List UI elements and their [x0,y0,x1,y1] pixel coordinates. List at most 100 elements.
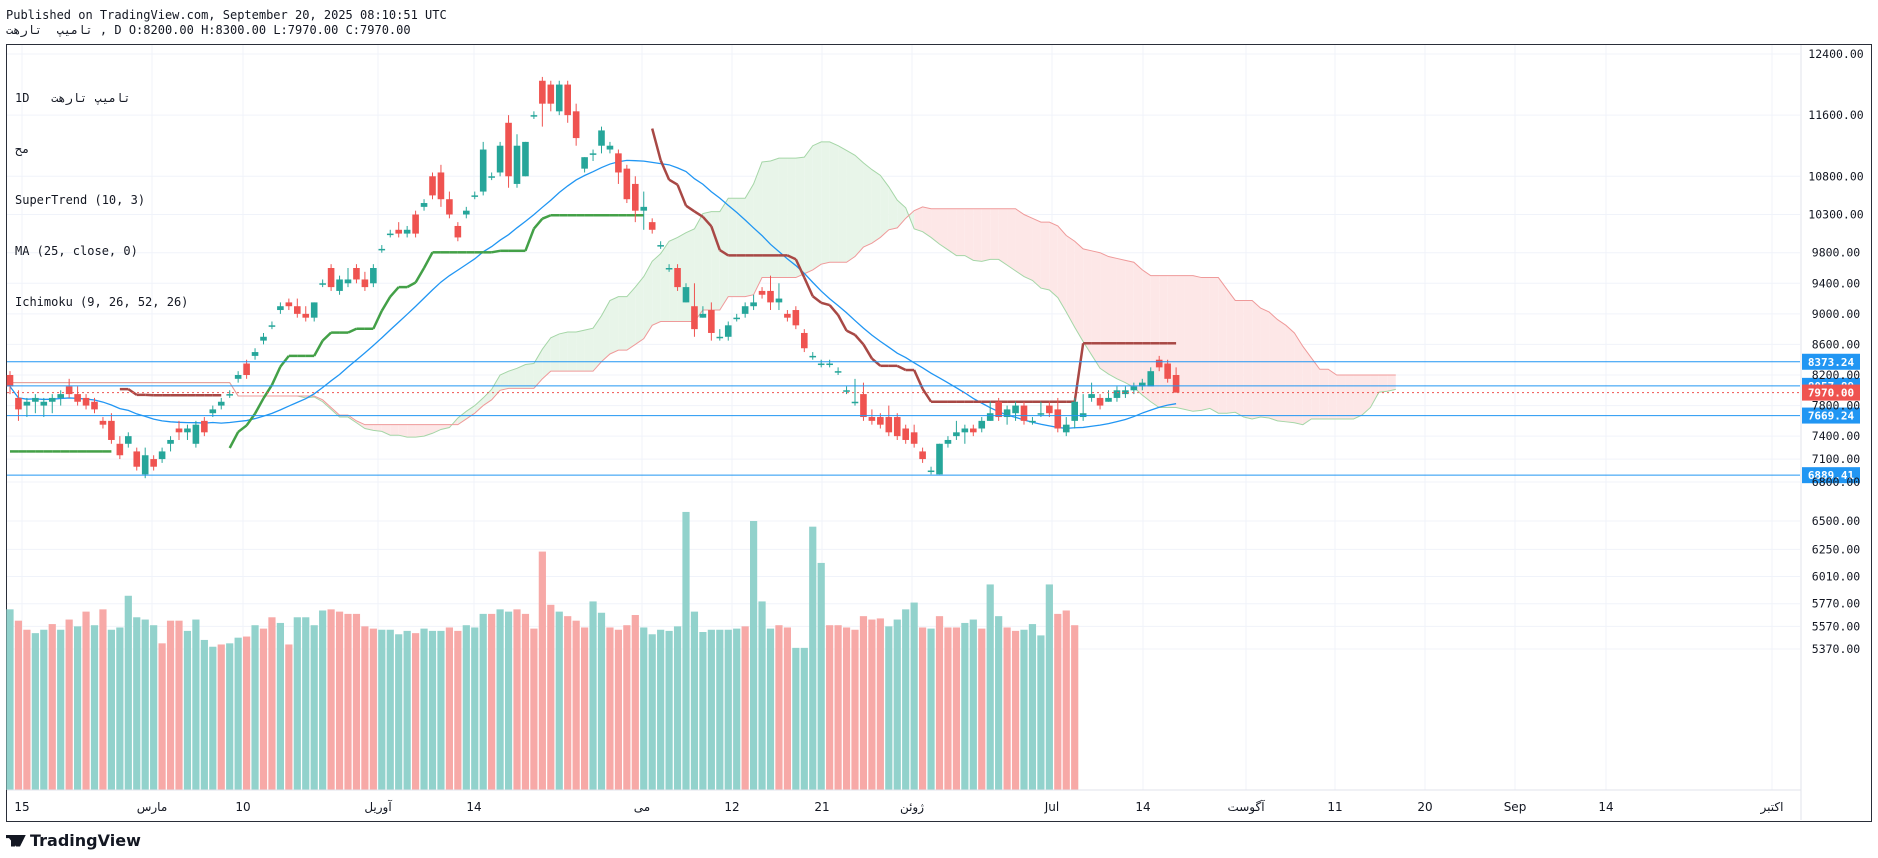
candle-body [167,439,174,444]
price-label-bg [1802,384,1860,401]
volume-bar [335,611,344,790]
y-tick-label: 12400.00 [1808,47,1863,61]
y-tick-label: 6250.00 [1812,542,1861,556]
candle-body [285,302,293,307]
ichimoku-cloud [10,141,1396,438]
candle-body [251,352,259,356]
volume-bar [1045,584,1053,790]
volume-bar [513,609,521,790]
cloud-segment [398,424,408,438]
volume-bar [57,629,65,790]
candle-body [226,394,233,396]
legend-ma[interactable]: MA (25, close, 0) [15,244,138,258]
candle-body [1003,409,1011,418]
candle-body [1088,394,1095,398]
legend-symbol[interactable]: 1D تامیپ تارهت [15,91,131,105]
cloud-segment [778,158,788,278]
volume-bar [800,647,808,790]
supertrend-down-segment [803,277,814,297]
candle-body [919,451,926,460]
volume-bar [1020,629,1028,790]
candle-body [463,210,470,215]
candle-body [826,363,833,366]
supertrend-up-segment [321,331,332,342]
supertrend-down-segment [659,159,671,181]
cloud-segment [1328,369,1337,419]
candle-body [99,420,107,425]
legend-supertrend[interactable]: SuperTrend (10, 3) [15,193,146,207]
candle-body [302,313,310,318]
candle-body [1105,397,1112,402]
volume-bar [530,628,538,790]
y-tick-label: 7800.00 [1812,399,1861,413]
price-label: 6889.41 [1808,469,1855,482]
candle-body [201,420,208,433]
cloud-segment [795,157,805,278]
supertrend-down-segment [921,388,933,403]
volume-bar [581,627,589,790]
x-tick-label: 10 [235,800,250,814]
x-tick-label: 21 [814,800,829,814]
volume-bar [319,610,327,790]
supertrend-up-segment [422,251,434,269]
cloud-segment [838,145,847,263]
cloud-segment [440,424,450,430]
candle-body [1054,409,1062,429]
cloud-segment [415,424,425,438]
candle-body [175,428,183,433]
candle-body [775,298,783,303]
supertrend-down-segment [854,334,865,346]
cloud-segment [1336,375,1346,419]
candle-body [353,268,360,280]
supertrend-up-segment [414,267,426,284]
candle-body [294,306,301,314]
candle-body [192,424,200,444]
y-tick-label: 5570.00 [1812,619,1861,633]
candle-body [733,317,740,320]
volume-bar [910,602,918,790]
cloud-segment [1032,218,1041,289]
candle-body [1012,405,1019,414]
cloud-segment [812,141,822,270]
candle-body [606,145,614,150]
cloud-segment [1243,300,1253,419]
candle-body [1122,390,1129,395]
candle-body [699,313,707,318]
chart-frame[interactable] [6,44,1872,822]
cloud-segment [914,206,923,232]
supertrend-down-segment [896,364,907,372]
volume-bar [23,629,31,790]
cloud-segment [745,183,754,297]
cloud-segment [1387,375,1396,392]
cloud-segment [457,411,467,425]
volume-bar [1011,630,1020,790]
supertrend-down-segment [685,204,696,213]
volume-bar [133,617,141,790]
cloud-segment [1370,375,1379,408]
candle-body [801,332,808,349]
candle-body [902,428,909,440]
legend-ichimoku[interactable]: Ichimoku (9, 26, 52, 26) [15,295,189,309]
volume-bar [682,511,690,790]
supertrend [10,128,1177,453]
volume-bar [606,627,614,790]
cloud-segment [804,145,813,274]
chart-header: Published on TradingView.com, September … [6,8,447,38]
candle-body [327,268,335,288]
candle-body [1172,375,1180,393]
supertrend-up-segment [372,310,383,330]
cloud-segment [1083,248,1092,355]
candle-body [674,268,681,288]
volume-bar [995,616,1003,790]
y-tick-label: 10300.00 [1808,208,1863,222]
candle-body [724,325,732,337]
volume-bar [395,634,403,790]
volume-bar [251,625,259,790]
volume-bar [893,619,901,790]
supertrend-down-segment [650,128,662,161]
cloud-segment [593,315,602,372]
x-tick-label: 14 [1598,800,1613,814]
candle-body [555,84,563,112]
candle-body [936,443,943,475]
